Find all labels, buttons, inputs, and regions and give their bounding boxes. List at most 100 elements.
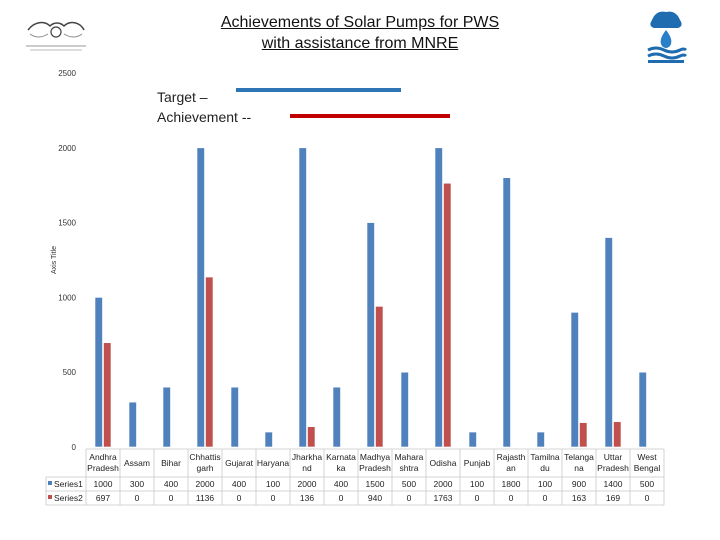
series-swatch xyxy=(48,481,52,485)
bar-series2 xyxy=(205,276,214,448)
data-label: 1763 xyxy=(434,493,453,503)
category-label: Pradesh xyxy=(359,463,391,473)
data-label: 163 xyxy=(572,493,586,503)
data-label: 0 xyxy=(509,493,514,503)
data-label: 0 xyxy=(135,493,140,503)
category-label: West xyxy=(637,452,657,462)
legend-target-label: Target – xyxy=(157,89,208,105)
slide-title: Achievements of Solar Pumps for PWS with… xyxy=(150,12,570,54)
category-label: Assam xyxy=(124,458,150,468)
category-label: du xyxy=(540,463,550,473)
category-label: Jharkha xyxy=(292,452,323,462)
category-label: Karnata xyxy=(326,452,356,462)
data-label: 0 xyxy=(339,493,344,503)
data-label: 0 xyxy=(475,493,480,503)
bar-series1 xyxy=(570,312,579,448)
bar-series1 xyxy=(230,386,239,448)
data-label: 1500 xyxy=(366,479,385,489)
bar-series1 xyxy=(298,147,307,448)
data-label: 0 xyxy=(543,493,548,503)
legend-achievement-line xyxy=(290,114,450,118)
data-label: 0 xyxy=(645,493,650,503)
data-label: 0 xyxy=(407,493,412,503)
y-tick-label: 0 xyxy=(72,443,77,452)
title-line-2: with assistance from MNRE xyxy=(261,35,459,52)
bar-series1 xyxy=(332,386,341,448)
bar-series1 xyxy=(366,222,375,448)
data-label: 500 xyxy=(640,479,654,489)
data-label: 169 xyxy=(606,493,620,503)
category-label: na xyxy=(574,463,584,473)
data-label: 940 xyxy=(368,493,382,503)
data-label: 2000 xyxy=(298,479,317,489)
data-label: 1000 xyxy=(94,479,113,489)
bar-series2 xyxy=(375,306,384,448)
bar-series2 xyxy=(613,421,622,448)
data-label: 1136 xyxy=(196,493,215,503)
category-label: Rajasth xyxy=(497,452,526,462)
jal-shakti-logo xyxy=(647,11,688,63)
bar-series2 xyxy=(443,182,452,448)
bar-series1 xyxy=(128,401,137,448)
data-label: 100 xyxy=(538,479,552,489)
category-label: Pradesh xyxy=(597,463,629,473)
data-label: 1800 xyxy=(502,479,521,489)
data-label: 0 xyxy=(271,493,276,503)
bar-series1 xyxy=(604,237,613,448)
data-label: 2000 xyxy=(196,479,215,489)
title-line-1: Achievements of Solar Pumps for PWS xyxy=(220,14,500,31)
series-name: Series1 xyxy=(54,479,83,489)
data-label: 136 xyxy=(300,493,314,503)
category-label: Gujarat xyxy=(225,458,254,468)
data-label: 500 xyxy=(402,479,416,489)
y-axis-title: Axis Title xyxy=(51,246,58,274)
category-label: nd xyxy=(302,463,312,473)
bar-series2 xyxy=(579,422,588,448)
bar-series2 xyxy=(103,342,112,448)
y-tick-label: 2500 xyxy=(58,69,76,78)
category-label: an xyxy=(506,463,516,473)
data-label: 0 xyxy=(169,493,174,503)
y-tick-label: 500 xyxy=(63,368,77,377)
bar-series1 xyxy=(638,371,647,448)
category-label: ka xyxy=(337,463,346,473)
category-label: garh xyxy=(196,463,213,473)
category-label: Chhattis xyxy=(189,452,220,462)
bar-series1 xyxy=(400,371,409,448)
bar-series2 xyxy=(307,426,316,448)
bar-series1 xyxy=(536,431,545,448)
category-label: Bihar xyxy=(161,458,181,468)
bar-series1 xyxy=(434,147,443,448)
bar-series1 xyxy=(196,147,205,448)
data-label: 300 xyxy=(130,479,144,489)
data-label: 400 xyxy=(334,479,348,489)
series-name: Series2 xyxy=(54,493,83,503)
bar-series1 xyxy=(162,386,171,448)
data-label: 0 xyxy=(237,493,242,503)
legend-target-line xyxy=(236,88,401,92)
category-label: Odisha xyxy=(430,458,457,468)
category-label: Telanga xyxy=(564,452,594,462)
data-label: 900 xyxy=(572,479,586,489)
category-label: Uttar xyxy=(604,452,623,462)
bar-series1 xyxy=(264,431,273,448)
category-label: Bengal xyxy=(634,463,661,473)
y-tick-label: 1000 xyxy=(58,293,76,302)
category-label: Tamilna xyxy=(530,452,560,462)
bar-series1 xyxy=(94,297,103,448)
data-label: 100 xyxy=(266,479,280,489)
category-label: Andhra xyxy=(89,452,117,462)
data-label: 400 xyxy=(232,479,246,489)
y-tick-label: 1500 xyxy=(58,219,76,228)
bar-series1 xyxy=(468,431,477,448)
category-label: Haryana xyxy=(257,458,289,468)
bar-series1 xyxy=(502,177,511,448)
data-label: 1400 xyxy=(604,479,623,489)
category-label: Mahara xyxy=(395,452,424,462)
y-tick-label: 2000 xyxy=(58,144,76,153)
category-label: Punjab xyxy=(464,458,491,468)
government-emblem-logo xyxy=(26,21,86,51)
series-swatch xyxy=(48,495,52,499)
category-label: shtra xyxy=(400,463,419,473)
